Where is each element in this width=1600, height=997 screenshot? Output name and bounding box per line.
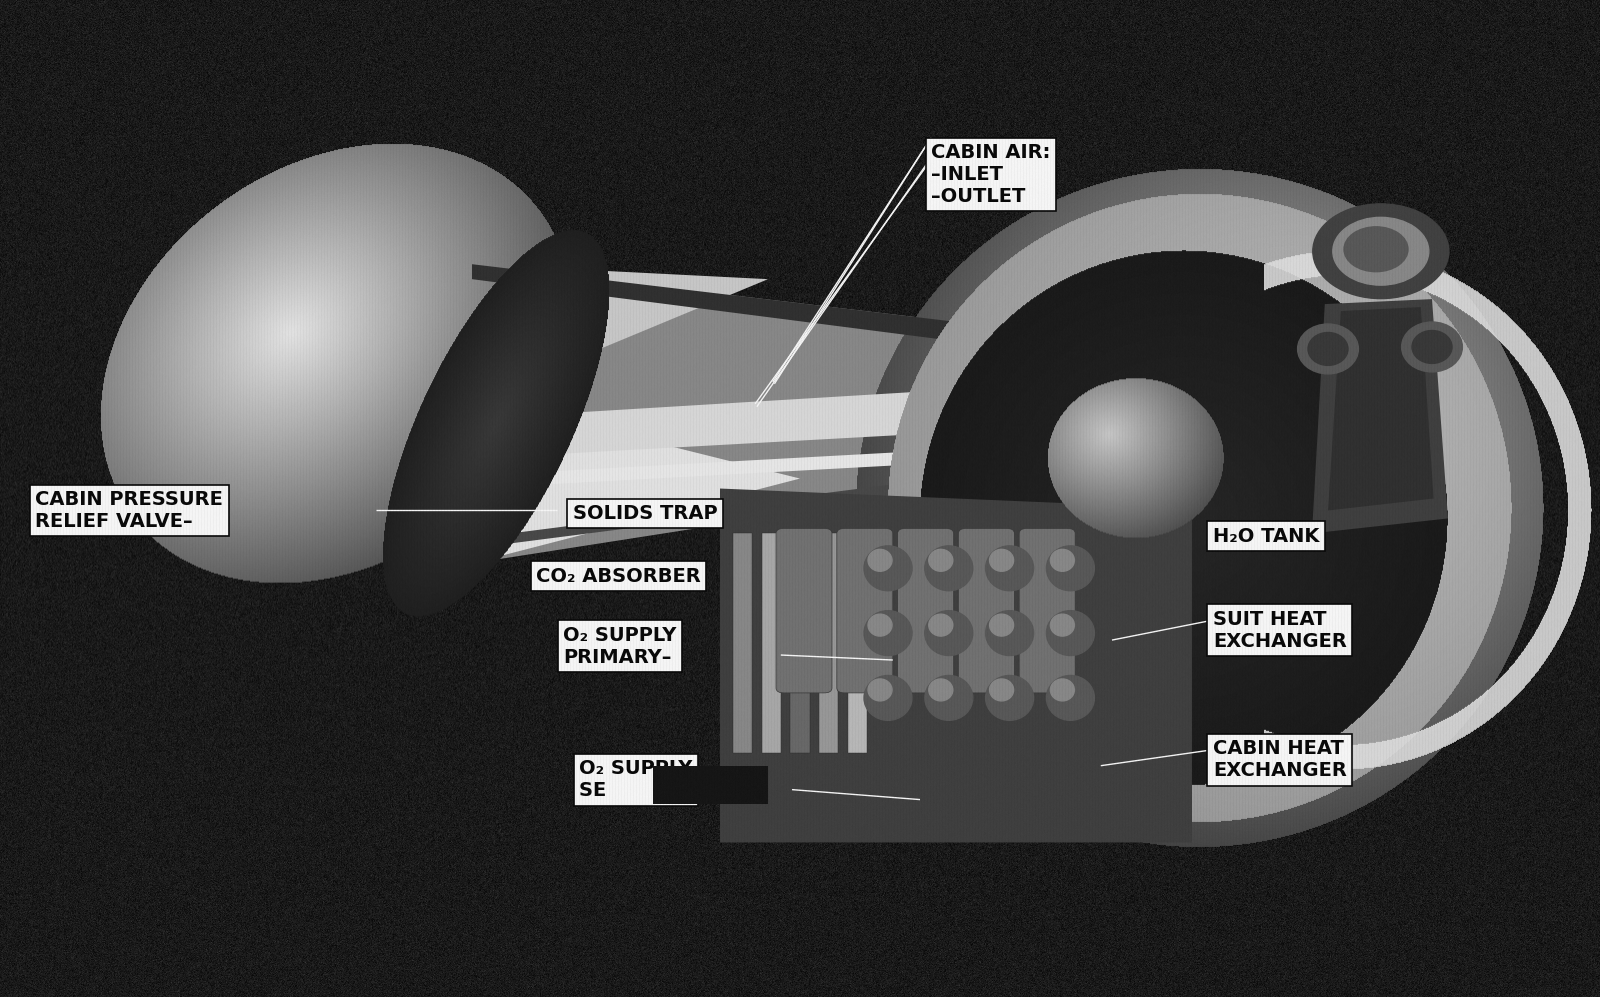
Ellipse shape — [1051, 549, 1075, 571]
Ellipse shape — [1309, 333, 1347, 366]
Ellipse shape — [1051, 679, 1075, 701]
FancyBboxPatch shape — [898, 528, 954, 693]
Polygon shape — [1312, 299, 1448, 533]
Ellipse shape — [1333, 217, 1429, 285]
Text: CABIN HEAT
EXCHANGER: CABIN HEAT EXCHANGER — [1213, 739, 1347, 781]
Text: CABIN AIR:
–INLET
–OUTLET: CABIN AIR: –INLET –OUTLET — [931, 143, 1051, 206]
Bar — [790, 533, 810, 753]
Ellipse shape — [864, 676, 912, 720]
Ellipse shape — [1402, 322, 1462, 372]
Bar — [733, 533, 752, 753]
Ellipse shape — [930, 549, 954, 571]
Ellipse shape — [925, 676, 973, 720]
Text: SUIT HEAT
EXCHANGER: SUIT HEAT EXCHANGER — [1213, 609, 1347, 651]
Ellipse shape — [930, 614, 954, 636]
Polygon shape — [472, 469, 1016, 548]
Polygon shape — [720, 489, 1192, 842]
Bar — [819, 533, 838, 753]
Ellipse shape — [869, 679, 893, 701]
Ellipse shape — [989, 614, 1014, 636]
Polygon shape — [472, 399, 800, 563]
Polygon shape — [472, 264, 1016, 563]
Ellipse shape — [1344, 227, 1408, 272]
Ellipse shape — [869, 549, 893, 571]
Ellipse shape — [864, 610, 912, 656]
Polygon shape — [1328, 307, 1434, 510]
Ellipse shape — [986, 546, 1034, 590]
Ellipse shape — [930, 679, 954, 701]
Ellipse shape — [1046, 546, 1094, 590]
Text: CABIN PRESSURE
RELIEF VALVE–: CABIN PRESSURE RELIEF VALVE– — [35, 490, 222, 531]
Ellipse shape — [1413, 330, 1453, 364]
Ellipse shape — [1046, 610, 1094, 656]
Bar — [848, 533, 867, 753]
Ellipse shape — [864, 546, 912, 590]
Ellipse shape — [1312, 204, 1450, 299]
FancyBboxPatch shape — [776, 528, 832, 693]
Ellipse shape — [1298, 324, 1358, 374]
FancyBboxPatch shape — [837, 528, 893, 693]
FancyBboxPatch shape — [1019, 528, 1075, 693]
Ellipse shape — [989, 679, 1014, 701]
Text: O₂ SUPPLY
SE        RY: O₂ SUPPLY SE RY — [579, 759, 693, 801]
Bar — [762, 533, 781, 753]
Polygon shape — [472, 264, 768, 399]
Ellipse shape — [925, 610, 973, 656]
Text: CO₂ ABSORBER: CO₂ ABSORBER — [536, 566, 701, 586]
FancyBboxPatch shape — [653, 766, 768, 804]
Ellipse shape — [986, 676, 1034, 720]
Ellipse shape — [1046, 676, 1094, 720]
Ellipse shape — [1051, 614, 1075, 636]
Ellipse shape — [869, 614, 893, 636]
FancyBboxPatch shape — [958, 528, 1014, 693]
Polygon shape — [472, 451, 928, 489]
Ellipse shape — [989, 549, 1014, 571]
Text: O₂ SUPPLY
PRIMARY–: O₂ SUPPLY PRIMARY– — [563, 625, 677, 667]
Ellipse shape — [925, 546, 973, 590]
Text: SOLIDS TRAP: SOLIDS TRAP — [573, 503, 717, 523]
Polygon shape — [472, 386, 1016, 459]
Ellipse shape — [986, 610, 1034, 656]
Text: H₂O TANK: H₂O TANK — [1213, 526, 1318, 546]
Polygon shape — [472, 264, 1016, 349]
